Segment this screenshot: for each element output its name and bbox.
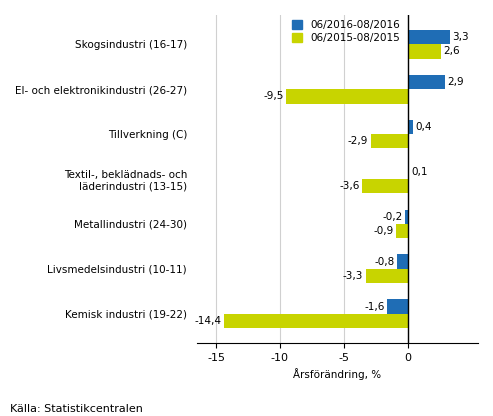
Bar (397, 255, 408, 269)
Text: -0,2: -0,2 (383, 212, 403, 222)
Text: -3,6: -3,6 (339, 181, 359, 191)
Bar (387, 300, 408, 314)
Bar (286, 89, 408, 104)
Text: 2,9: 2,9 (447, 77, 464, 87)
Bar (408, 165, 409, 179)
Bar (408, 120, 413, 134)
Bar (224, 314, 408, 328)
Text: Källa: Statistikcentralen: Källa: Statistikcentralen (10, 404, 143, 414)
Bar (396, 224, 408, 238)
Text: -0,8: -0,8 (375, 257, 395, 267)
Bar (405, 210, 408, 224)
X-axis label: Årsförändring, %: Årsförändring, % (293, 368, 382, 380)
Text: -1,6: -1,6 (365, 302, 385, 312)
Text: 2,6: 2,6 (443, 47, 460, 57)
Text: 0,1: 0,1 (411, 167, 428, 177)
Bar (408, 30, 450, 44)
Bar (362, 179, 408, 193)
Text: -9,5: -9,5 (264, 92, 284, 102)
Text: -3,3: -3,3 (343, 271, 363, 281)
Text: 0,4: 0,4 (415, 122, 432, 132)
Bar (365, 269, 408, 283)
Bar (371, 134, 408, 149)
Bar (408, 44, 441, 59)
Legend: 06/2016-08/2016, 06/2015-08/2015: 06/2016-08/2016, 06/2015-08/2015 (292, 20, 400, 43)
Text: -14,4: -14,4 (194, 316, 221, 326)
Bar (408, 75, 445, 89)
Text: -2,9: -2,9 (348, 136, 368, 146)
Text: 3,3: 3,3 (452, 32, 469, 42)
Text: -0,9: -0,9 (374, 226, 394, 236)
